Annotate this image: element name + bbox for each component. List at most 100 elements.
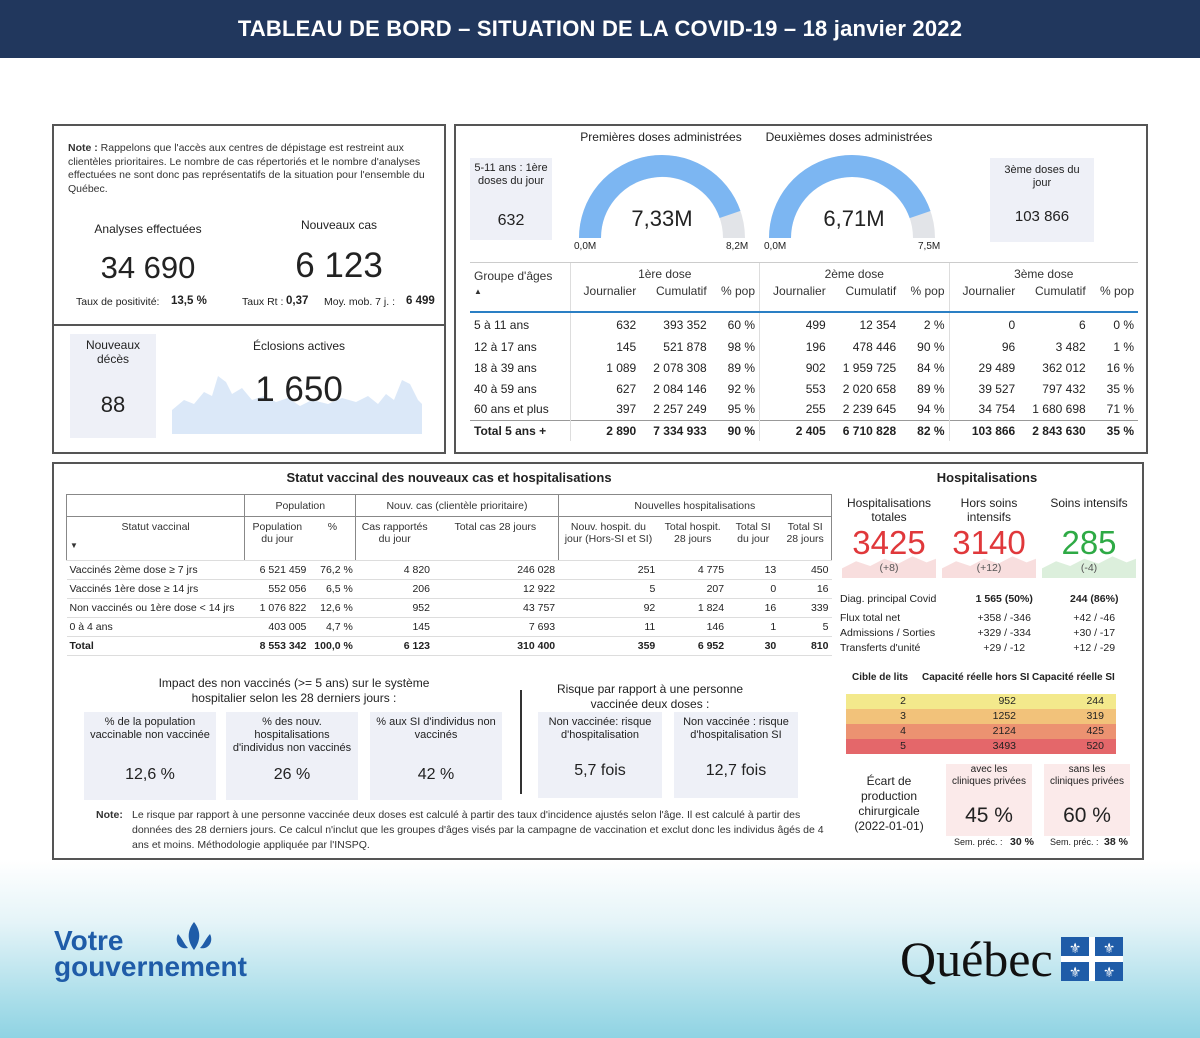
without-clinics-prev-label: Sem. préc. : (1050, 837, 1099, 847)
impact-box-value: 26 % (273, 766, 311, 783)
gauge2-value: 6,71M (823, 206, 885, 231)
table-cell: 0 (1008, 317, 1016, 332)
table-cell: 7 693 (433, 617, 559, 637)
deaths-box (70, 334, 156, 438)
age-group-cell: 12 à 17 ans (470, 336, 571, 357)
total-cell: 6 710 828 (842, 423, 897, 438)
risk-box-value: 12,7 fois (705, 762, 767, 779)
sort-arrow-icon: ▲ (474, 287, 482, 296)
quebec-wordmark: Québec (900, 931, 1053, 987)
table-row: Vaccinés 1ère dose ≥ 14 jrs 552 056 6,5 % 2… (66, 579, 832, 599)
table-cell: 71 % (1106, 402, 1134, 417)
testing-note-text: Rappelons que l'accès aux centres de dép… (68, 142, 425, 195)
age-group-cell: 60 ans et plus (470, 399, 571, 420)
table-cell: 2 078 308 (653, 360, 707, 375)
sort-arrow-icon: ▼ (70, 541, 78, 550)
table-cell: 2 239 645 (842, 402, 897, 417)
hospital-details: Diag. principal Covid 1 565 (50%) 244 (86%… (836, 588, 1136, 655)
table-cell: 1 (727, 617, 780, 637)
box-511-daily (470, 158, 552, 240)
box-511-value: 632 (497, 212, 525, 229)
risk-title: Risque par rapport à une personne vaccin… (556, 682, 744, 711)
beds-row: 4 2124 425 (846, 724, 1116, 739)
table-cell: 145 (355, 617, 433, 637)
table-cell: 6 (1079, 317, 1086, 332)
table-cell: 4,7 % (309, 617, 356, 637)
total-cell: 35 % (1106, 423, 1134, 438)
hospital-kpi: Hors soins intensifs 3140 (+12) (940, 494, 1038, 578)
beds-row: 3 1252 319 (846, 709, 1116, 724)
detail-value: +12 / -29 (1073, 641, 1116, 654)
table-cell: 13 (727, 560, 780, 580)
table-cell: 1 076 822 (244, 598, 310, 618)
total-cell: 7 334 933 (653, 423, 707, 438)
moving-average-value: 6 499 (406, 295, 435, 307)
with-clinics-prev-label: Sem. préc. : (954, 837, 1003, 847)
second-doses-title: Deuxièmes doses administrées (765, 130, 933, 144)
table-cell: 403 005 (244, 617, 310, 637)
beds-level: 2 (900, 695, 906, 707)
table-cell: 12,6 % (309, 598, 356, 618)
table-cell: 0 (727, 579, 780, 599)
third-dose-box (990, 158, 1094, 242)
table-cell: 94 % (900, 399, 950, 420)
without-clinics-label: sans les cliniques privées (1050, 764, 1124, 787)
new-cases-label: Nouveaux cas (300, 218, 378, 232)
table-cell: 362 012 (1042, 360, 1086, 375)
status-label: Vaccinés 2ème dose ≥ 7 jrs (66, 560, 245, 580)
risk-box: Non vaccinée: risque d'hospitalisation 5,… (538, 712, 662, 798)
impact-box-label: % des nouv. hospitalisations d'individus… (232, 716, 352, 754)
beds-capacity: 520 (1086, 740, 1104, 752)
total-cell: 103 866 (971, 423, 1016, 438)
total-cell: 90 % (710, 420, 760, 441)
table-cell: 16 (779, 579, 832, 599)
vaccination-table: Groupe d'âges ▲ 1ère dose 2ème dose 3ème … (470, 263, 1138, 441)
beds-header-si: Capacité réelle SI (1032, 672, 1115, 683)
with-clinics-prev: 30 % (1010, 836, 1034, 848)
total-cell: 82 % (900, 420, 950, 441)
svg-text:⚜: ⚜ (1068, 965, 1081, 981)
status-col-header: Statut vaccinal (121, 521, 190, 533)
table-cell: 5 (779, 617, 832, 637)
positivity-value: 13,5 % (171, 295, 207, 307)
table-cell: 8 553 342 (244, 636, 310, 656)
sub-header: Journalier (773, 284, 826, 298)
detail-value: +42 / -46 (1073, 611, 1116, 624)
detail-label: Flux total net (840, 611, 901, 624)
total-cell: 2 843 630 (1032, 423, 1086, 438)
quebec-flag-icon: ⚜ ⚜ ⚜ ⚜ (1060, 937, 1123, 981)
sub-header: Journalier (962, 284, 1016, 298)
vaccination-panel: 5-11 ans : 1ère doses du jour 632 Premiè… (454, 124, 1148, 454)
population-group-header: Population (275, 499, 326, 512)
analyses-label: Analyses effectuées (94, 222, 202, 236)
table-cell: 98 % (710, 336, 760, 357)
gauge2-min: 0,0M (764, 241, 787, 252)
surgery-label: Écart de production chirurgicale (2022-0… (854, 774, 924, 833)
table-cell: 206 (355, 579, 433, 599)
table-row: 60 ans et plus 397 2 257 249 95 % 255 2 239 6… (470, 399, 1138, 420)
table-cell: 359 (558, 636, 659, 656)
table-cell: 29 489 (978, 360, 1016, 375)
table-cell: 12 922 (433, 579, 559, 599)
rt-value: 0,37 (286, 295, 309, 307)
vaccination-table-body: 5 à 11 ans 632 393 352 60 % 499 12 354 2 % 0 6 0 … (470, 312, 1138, 441)
table-cell: 627 (616, 381, 637, 396)
beds-capacity: 3493 (992, 740, 1016, 752)
quebec-logo: Québec ⚜ ⚜ ⚜ ⚜ (900, 930, 1123, 988)
table-cell: 196 (805, 339, 826, 354)
gauge1-min: 0,0M (574, 241, 597, 252)
table-cell: 76,2 % (309, 560, 356, 580)
kpi-label: Hospitalisations totales (846, 496, 932, 524)
testing-note: Note : Rappelons que l'accès aux centres… (68, 142, 432, 196)
kpi-delta: (+8) (879, 562, 899, 574)
third-dose-value: 103 866 (1014, 208, 1070, 225)
table-cell: 1 % (1113, 339, 1134, 354)
detail-value: +358 / -346 (977, 611, 1031, 624)
table-cell: 6 521 459 (244, 560, 310, 580)
beds-level: 3 (900, 710, 906, 722)
gauge1-value: 7,33M (631, 206, 693, 231)
beds-capacity: 952 (998, 695, 1016, 707)
table-cell: 478 446 (852, 339, 897, 354)
table-cell: 521 878 (663, 339, 707, 354)
vertical-divider (520, 690, 522, 794)
